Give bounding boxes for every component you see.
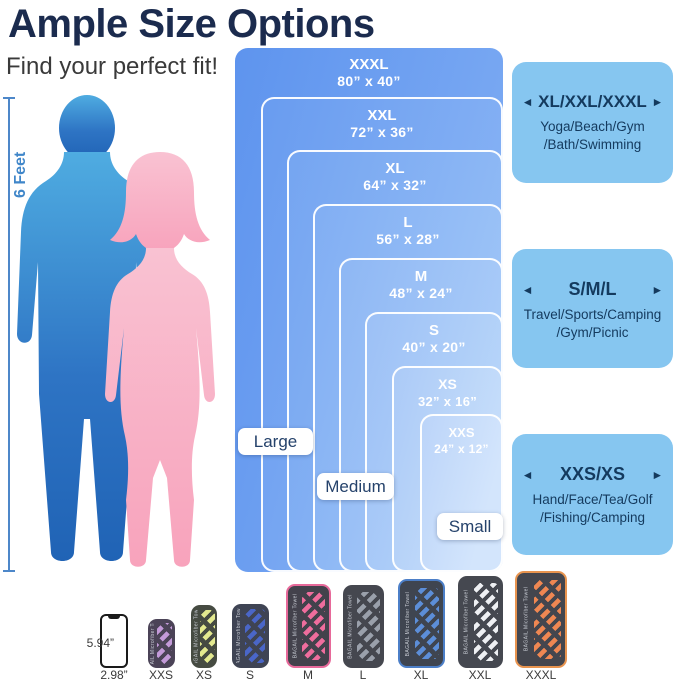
left-arrow-icon: ◄ [521, 282, 534, 297]
usage-line: /Gym/Picnic [556, 325, 629, 340]
towel-stripe-pattern [414, 587, 439, 660]
rect-size-label: XS [438, 376, 457, 392]
towel-stripe-pattern [534, 580, 561, 659]
product-size-label: XXXL [525, 668, 557, 682]
product-size-label: XL [413, 668, 429, 682]
product-pouch-m: BAGAIL Microfiber Towel M [280, 584, 336, 682]
usage-box-xl-xxl-xxxl: ◄ XL/XXL/XXXL ► Yoga/Beach/Gym /Bath/Swi… [512, 62, 673, 183]
product-pouch-s: BAGAIL Microfiber Towel S [222, 604, 278, 682]
right-arrow-icon: ► [651, 95, 664, 109]
towel-stripe-pattern [473, 583, 499, 661]
product-size-label: L [359, 668, 367, 682]
usage-line: Travel/Sports/Camping [523, 307, 662, 322]
brand-label: BAGAIL Microfiber Towel [193, 610, 200, 663]
towel-stripe-pattern [357, 591, 380, 662]
brand-label: BAGAIL Microfiber Towel [235, 609, 242, 663]
product-size-label: S [245, 668, 254, 682]
rect-dimensions-label: 72” x 36” [350, 124, 414, 140]
product-pouch-xxxl: BAGAIL Microfiber Towel XXXL [513, 571, 569, 682]
usage-sizes-label: XXS/XS [559, 464, 625, 484]
usage-sizes-label: S/M/L [568, 279, 617, 299]
usage-line: /Bath/Swimming [543, 137, 642, 152]
rect-dimensions-label: 56” x 28” [376, 231, 440, 247]
phone-height-label: 5.94” [86, 636, 114, 650]
phone-size-reference: 5.94” 2.98” [86, 614, 142, 682]
product-size-label: XXL [468, 668, 492, 682]
page-title: Ample Size Options [8, 2, 375, 46]
right-arrow-icon: ► [651, 282, 664, 297]
usage-sizes-label: XL/XXL/XXXL [538, 92, 647, 111]
rect-dimensions-label: 24” x 12” [434, 442, 489, 456]
usage-line: Yoga/Beach/Gym [540, 119, 645, 134]
left-arrow-icon: ◄ [521, 95, 534, 109]
rect-size-label: L [403, 214, 413, 231]
rect-size-label: S [428, 322, 439, 339]
brand-label: BAGAIL Microfiber Towel [347, 594, 354, 659]
rect-size-label: XL [385, 160, 405, 177]
product-size-label: M [303, 668, 313, 682]
group-pill-small: Small [437, 513, 503, 540]
brand-label: BAGAIL Microfiber Towel [405, 591, 412, 656]
page-subtitle: Find your perfect fit! [6, 53, 219, 80]
rect-dimensions-label: 40” x 20” [402, 339, 466, 355]
rect-dimensions-label: 48” x 24” [389, 285, 453, 301]
phone-outline: 5.94” [87, 614, 128, 668]
product-pouch-xl: BAGAIL Microfiber Towel XL [393, 579, 449, 682]
rect-dimensions-label: 64” x 32” [363, 177, 427, 193]
towel-stripe-pattern [200, 610, 215, 663]
height-ruler-line [3, 97, 15, 572]
brand-label: BAGAIL Microfiber Towel [463, 589, 470, 655]
usage-line: Hand/Face/Tea/Golf [532, 492, 653, 507]
rect-dimensions-label: 32” x 16” [417, 394, 478, 409]
towel-stripe-pattern [244, 609, 266, 663]
group-pill-medium: Medium [317, 473, 394, 500]
female-silhouette [105, 152, 215, 567]
product-size-label: XS [195, 668, 212, 682]
left-arrow-icon: ◄ [521, 467, 534, 482]
usage-line: /Fishing/Camping [539, 510, 646, 525]
towel-stripe-pattern [157, 622, 173, 665]
male-silhouette [17, 95, 157, 561]
group-pill-large: Large [238, 428, 313, 455]
rect-size-label: M [414, 268, 428, 285]
brand-label: BAGAIL Microfiber Towel [523, 587, 530, 652]
rect-size-label: XXXL [349, 56, 389, 73]
product-pouch-xs: BAGAIL Microfiber Towel XS [176, 605, 232, 682]
product-pouch-xxs: BAGAIL Microfiber Towel XXS [133, 619, 189, 682]
brand-label: BAGAIL Microfiber Towel [149, 622, 156, 665]
usage-box-s-m-l: ◄ S/M/L ► Travel/Sports/Camping /Gym/Pic… [512, 249, 673, 368]
brand-label: BAGAIL Microfiber Towel [292, 593, 299, 659]
rect-size-label: XXS [448, 425, 475, 440]
size-rect-xxs: XXS 24” x 12” [420, 414, 503, 572]
product-size-label: XXS [148, 668, 173, 682]
phone-width-label: 2.98” [100, 668, 128, 682]
right-arrow-icon: ► [651, 467, 664, 482]
product-pouch-l: BAGAIL Microfiber Towel L [335, 585, 391, 682]
product-pouch-xxl: BAGAIL Microfiber Towel XXL [452, 576, 508, 682]
usage-box-xxs-xs: ◄ XXS/XS ► Hand/Face/Tea/Golf /Fishing/C… [512, 434, 673, 555]
towel-stripe-pattern [302, 592, 325, 660]
rect-dimensions-label: 80” x 40” [337, 73, 401, 89]
rect-size-label: XXL [367, 107, 397, 124]
